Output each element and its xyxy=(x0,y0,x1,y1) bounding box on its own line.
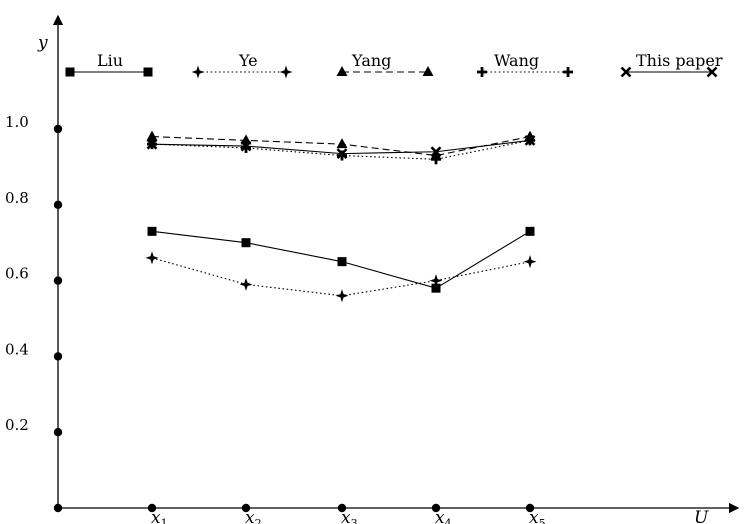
axes xyxy=(52,14,740,514)
x-tick-label: x5 xyxy=(529,508,546,524)
x-axis-label: U xyxy=(694,508,709,524)
legend-item: Liu xyxy=(65,51,153,77)
y-tick-label: 0.8 xyxy=(5,189,29,207)
legend-marker-end xyxy=(706,66,718,78)
y-tick-label: 0.2 xyxy=(5,416,29,434)
legend-marker-start xyxy=(620,66,632,78)
legend-label: This paper xyxy=(636,51,723,70)
x-ticks: x1 x2 x3 x4 x5 xyxy=(147,503,546,524)
data-point xyxy=(524,134,536,146)
series-0 xyxy=(147,226,535,293)
data-point xyxy=(431,283,441,293)
y-ticks: 0.2 0.4 0.6 0.8 1.0 xyxy=(5,113,63,513)
legend-item: Ye xyxy=(191,51,293,79)
data-point xyxy=(337,257,347,267)
legend-marker-start xyxy=(477,67,487,77)
legend-label: Yang xyxy=(351,51,391,70)
legend-marker-start xyxy=(191,65,205,79)
data-point xyxy=(146,138,158,150)
series-3 xyxy=(147,135,535,165)
x-tick-label: x2 xyxy=(245,508,262,524)
x-tick-label: x4 xyxy=(435,508,452,524)
x-tick-dot xyxy=(337,503,347,513)
data-point xyxy=(525,226,535,236)
data-point xyxy=(336,148,348,160)
data-point xyxy=(147,226,157,236)
x-tick-dot xyxy=(431,503,441,513)
data-point xyxy=(240,140,252,152)
data-point xyxy=(429,274,443,288)
data-point xyxy=(146,130,158,141)
x-tick-dot xyxy=(525,503,535,513)
data-point xyxy=(239,277,253,291)
y-tick-dot xyxy=(53,352,63,361)
legend-item: Yang xyxy=(336,51,434,76)
y-tick-dot xyxy=(53,428,63,437)
x-tick-dot xyxy=(147,503,157,513)
legend-marker-start xyxy=(65,67,75,77)
x-tick-label: x1 xyxy=(151,508,168,524)
legend-label: Wang xyxy=(494,51,539,70)
y-tick-dot xyxy=(53,124,63,134)
y-tick-label: 0.6 xyxy=(5,265,29,283)
legend-item: This paper xyxy=(620,51,723,78)
x-tick-dot xyxy=(241,503,251,513)
series-4 xyxy=(146,134,536,160)
legend-marker-start xyxy=(336,66,348,76)
x-tick-label: x3 xyxy=(341,508,358,524)
y-tick-label: 0.4 xyxy=(5,340,29,358)
legend-marker-end xyxy=(279,65,293,79)
y-tick-dot xyxy=(53,200,63,209)
legend-marker-end xyxy=(422,66,434,76)
series-1 xyxy=(145,251,537,303)
legend: Liu Ye Yang Wang This paper xyxy=(65,51,723,79)
series-layer xyxy=(145,130,537,303)
data-point xyxy=(241,238,251,248)
legend-label: Ye xyxy=(238,51,258,70)
legend-marker-end xyxy=(143,67,153,77)
legend-marker-end xyxy=(563,67,573,77)
data-point xyxy=(430,146,442,158)
legend-label: Liu xyxy=(97,51,123,70)
y-tick-dot xyxy=(53,276,63,285)
data-point xyxy=(336,138,348,149)
data-point xyxy=(431,154,441,165)
data-point xyxy=(523,255,537,269)
data-point xyxy=(145,251,159,265)
y-tick-label: 1.0 xyxy=(5,113,29,131)
y-axis-label: y xyxy=(37,33,48,53)
legend-item: Wang xyxy=(477,51,573,77)
data-point xyxy=(335,289,349,303)
origin-dot xyxy=(53,503,63,513)
